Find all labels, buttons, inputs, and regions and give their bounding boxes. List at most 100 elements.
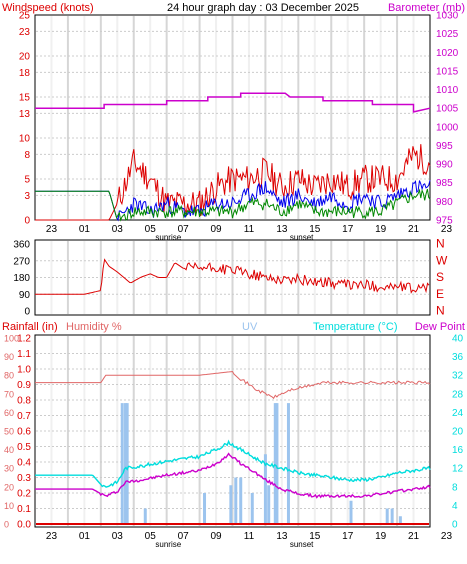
y-tick-label: 990 (436, 160, 453, 171)
temperature-humidity-panel: 23 01 03 05 07 09 11 13 15 17 19 21 23 sunrise sunset 0… (4, 334, 464, 550)
x-tick-label: 07 (178, 224, 190, 235)
x-tick-label: 19 (375, 224, 387, 235)
y-tick-label: 1020 (436, 48, 459, 59)
x-tick-label: 13 (276, 224, 288, 235)
y-tick-label: N (436, 304, 445, 318)
y-tick-label: 24 (452, 408, 464, 419)
y-tick-label: 1000 (436, 122, 459, 133)
y-tick-label: 8 (452, 482, 458, 493)
y-tick-label: 28 (452, 389, 464, 400)
x-tick-label: 11 (244, 224, 255, 235)
x-tick-label: 21 (408, 224, 420, 235)
x-tick-label: 01 (79, 224, 91, 235)
x-tick-label: 19 (375, 531, 387, 542)
y-tick-label: 5 (24, 175, 30, 186)
y-tick-label: 8 (24, 150, 30, 161)
y-tick-label: 70 (4, 389, 14, 399)
uv-bar (120, 403, 124, 524)
y-tick-label: 0 (452, 520, 458, 531)
x-tick-label: 23 (46, 224, 58, 235)
humidity-line (35, 370, 431, 400)
y-tick-label: 25 (19, 11, 31, 22)
x-tick-label: 09 (210, 531, 222, 542)
uv-bar (229, 485, 233, 524)
y-tick-label: 13 (19, 109, 31, 120)
y-tick-label: 1005 (436, 104, 459, 115)
y-tick-label: 0 (4, 520, 9, 530)
y-tick-label: 10 (4, 501, 14, 511)
x-tick-label: 07 (178, 531, 190, 542)
y-tick-label: 0.1 (17, 504, 31, 515)
windspeed-axis-title: Windspeed (knots) (2, 2, 94, 14)
y-tick-label: 36 (452, 352, 464, 363)
y-tick-label: 40 (452, 334, 464, 345)
temperature-legend-label: Temperature (°C) (313, 321, 397, 333)
y-tick-label: 0.5 (17, 442, 31, 453)
y-tick-label: 985 (436, 178, 453, 189)
x-tick-label: 03 (112, 531, 124, 542)
dewpoint-legend-label: Dew Point (415, 321, 465, 333)
uv-bar (273, 403, 277, 524)
y-tick-label: 0 (24, 216, 30, 227)
wind-average-line (35, 188, 431, 222)
y-tick-label: 12 (452, 464, 464, 475)
header-title: 24 hour graph day : 03 December 2025 (167, 2, 359, 14)
y-tick-label: 15 (19, 93, 31, 104)
uv-bar (143, 508, 147, 524)
y-tick-label: 1.2 (17, 334, 31, 345)
y-tick-label: 40 (4, 445, 14, 455)
uv-bar (203, 493, 207, 524)
uv-bar (234, 477, 238, 524)
wind-gust-line (35, 144, 431, 221)
y-tick-label: 180 (13, 273, 30, 284)
y-tick-label: 16 (452, 445, 464, 456)
sunrise-label: sunrise (155, 233, 181, 242)
y-tick-label: 1.0 (17, 365, 31, 376)
uv-bar (349, 500, 353, 524)
uv-bar (398, 516, 402, 524)
x-tick-label: 17 (342, 224, 354, 235)
y-tick-label: 975 (436, 216, 453, 227)
y-tick-label: 50 (4, 427, 14, 437)
x-tick-label: 13 (276, 531, 288, 542)
x-tick-label: 15 (309, 224, 321, 235)
x-tick-label: 15 (309, 531, 321, 542)
x-tick-label: 23 (441, 531, 453, 542)
y-tick-label: 270 (13, 256, 30, 267)
x-tick-label: 23 (441, 224, 453, 235)
y-tick-label: 0.0 (17, 520, 31, 531)
y-tick-label: 32 (452, 371, 464, 382)
y-tick-label: 980 (436, 197, 453, 208)
y-tick-label: 60 (4, 408, 14, 418)
y-tick-label: S (436, 270, 444, 284)
barometer-line (35, 92, 431, 113)
wind-direction-line (35, 258, 430, 295)
y-tick-label: 0.8 (17, 396, 31, 407)
sunset-label: sunset (290, 540, 314, 549)
y-tick-label: 18 (19, 68, 31, 79)
y-tick-label: 23 (19, 27, 31, 38)
y-tick-label: 0.2 (17, 489, 31, 500)
uv-legend-label: UV (242, 321, 258, 333)
y-tick-label: 100 (4, 334, 19, 344)
y-tick-label: 1010 (436, 85, 459, 96)
y-tick-label: 0.3 (17, 473, 31, 484)
y-tick-label: 0.6 (17, 427, 31, 438)
y-tick-label: 0.9 (17, 380, 31, 391)
uv-bar (239, 477, 243, 524)
x-tick-label: 17 (342, 531, 354, 542)
y-tick-label: W (436, 253, 448, 267)
y-tick-label: 1030 (436, 11, 459, 22)
temperature-line (35, 439, 431, 488)
y-tick-label: 80 (4, 371, 14, 381)
x-tick-label: 03 (112, 224, 124, 235)
rainfall-axis-title: Rainfall (in) (2, 321, 58, 333)
x-tick-label: 21 (408, 531, 420, 542)
y-tick-label: E (436, 287, 444, 301)
y-tick-label: 1.1 (17, 349, 31, 360)
x-tick-label: 11 (244, 531, 255, 542)
